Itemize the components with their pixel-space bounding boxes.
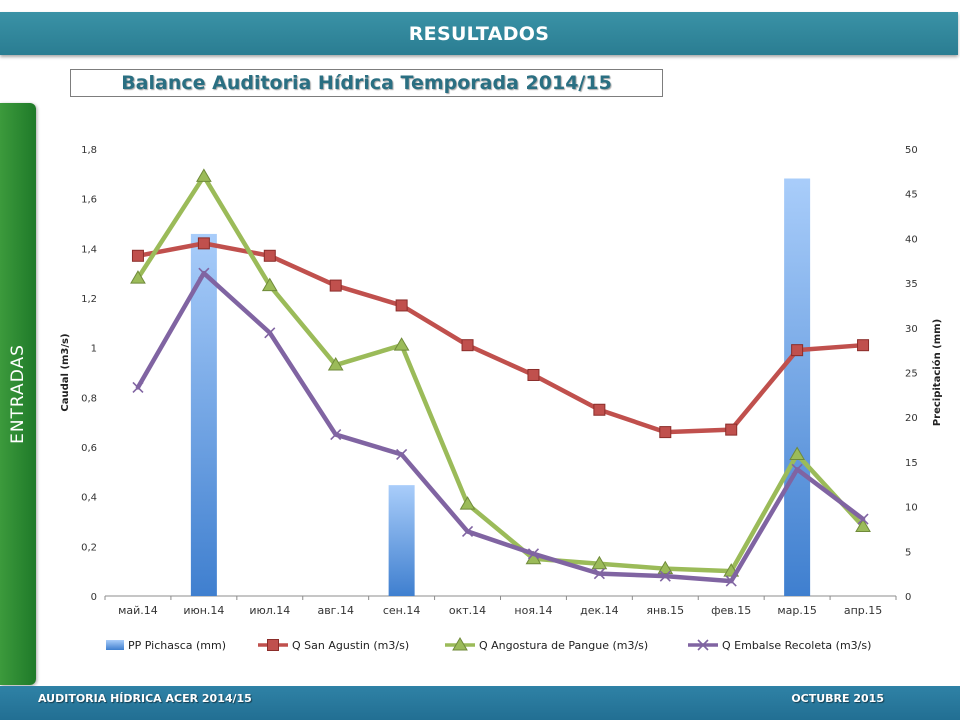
legend-label: Q Embalse Recoleta (m3/s) xyxy=(722,639,871,652)
y-tick-label-right: 5 xyxy=(905,547,911,558)
series-point-2 xyxy=(461,525,474,537)
legend-swatch-marker xyxy=(697,639,709,651)
legend-swatch-bar xyxy=(106,640,124,650)
series-point-0 xyxy=(329,279,342,292)
y-tick-label-right: 15 xyxy=(905,458,918,469)
series-point-1 xyxy=(130,270,146,284)
x-tick-label: ноя.14 xyxy=(514,604,552,617)
series-point-0 xyxy=(197,237,210,250)
series-point-2 xyxy=(791,463,803,475)
y-tick-label-right: 10 xyxy=(905,503,918,514)
x-tick-label: янв.15 xyxy=(646,604,684,617)
x-tick-label: сен.14 xyxy=(383,604,421,617)
y-tick-label-right: 45 xyxy=(905,190,918,201)
series-point-0 xyxy=(725,423,738,436)
series-point-0 xyxy=(395,299,408,312)
y-tick-label-left: 0,8 xyxy=(81,393,97,404)
y-tick-label-left: 1,6 xyxy=(81,195,97,206)
header-banner: RESULTADOS xyxy=(0,12,958,55)
series-point-2 xyxy=(330,429,342,441)
bar-pp-pichasca xyxy=(784,178,811,596)
series-point-1 xyxy=(196,168,212,182)
x-tick-label: июн.14 xyxy=(183,604,224,617)
x-tick-label: июл.14 xyxy=(249,604,290,617)
series-point-1 xyxy=(261,277,278,292)
y-tick-label-left: 0,6 xyxy=(81,443,97,454)
y-tick-label-left: 1,2 xyxy=(81,294,97,305)
series-point-0 xyxy=(131,249,144,262)
series-point-1 xyxy=(459,496,476,510)
x-tick-label: мар.15 xyxy=(777,604,817,617)
series-point-2 xyxy=(857,513,869,525)
series-point-2 xyxy=(725,575,737,587)
y-axis-title-left: Caudal (m3/s) xyxy=(60,333,71,411)
series-point-0 xyxy=(263,249,276,262)
series-point-0 xyxy=(461,339,474,352)
x-tick-label: авг.14 xyxy=(317,604,354,617)
x-tick-label: дек.14 xyxy=(580,604,619,617)
y-tick-label-right: 25 xyxy=(905,369,918,380)
legend-label: Q Angostura de Pangue (m3/s) xyxy=(479,639,648,652)
y-tick-label-right: 30 xyxy=(905,324,918,335)
series-point-0 xyxy=(659,426,672,439)
series-point-2 xyxy=(659,570,671,582)
y-tick-label-right: 0 xyxy=(905,592,911,603)
series-point-2 xyxy=(132,381,144,393)
series-point-2 xyxy=(264,327,276,339)
legend-label: Q San Agustin (m3/s) xyxy=(292,639,409,652)
x-tick-label: май.14 xyxy=(118,604,158,617)
chart-subtitle-box: Balance Auditoria Hídrica Temporada 2014… xyxy=(70,69,663,97)
series-point-1 xyxy=(591,555,608,570)
series-point-0 xyxy=(527,368,540,381)
y-tick-label-left: 1,8 xyxy=(81,145,97,156)
chart-subtitle: Balance Auditoria Hídrica Temporada 2014… xyxy=(121,72,612,94)
series-point-1 xyxy=(393,337,410,351)
page-title: RESULTADOS xyxy=(408,22,550,45)
y-tick-label-left: 0 xyxy=(91,592,97,603)
series-point-0 xyxy=(791,344,804,357)
footer-left-text: AUDITORIA HÍDRICA ACER 2014/15 xyxy=(38,692,252,705)
x-tick-label: окт.14 xyxy=(449,604,486,617)
series-line-2 xyxy=(135,270,866,584)
series-point-1 xyxy=(789,446,805,460)
y-tick-label-left: 0,2 xyxy=(81,542,97,553)
y-tick-label-left: 1 xyxy=(91,344,97,355)
y-tick-label-left: 0,4 xyxy=(81,493,97,504)
footer-bar: AUDITORIA HÍDRICA ACER 2014/15 OCTUBRE 2… xyxy=(0,686,960,720)
x-tick-label: апр.15 xyxy=(844,604,882,617)
legend-swatch-marker xyxy=(267,639,279,651)
y-axis-title-right: Precipitación (mm) xyxy=(931,319,943,426)
series-point-0 xyxy=(857,339,870,352)
legend-label: PP Pichasca (mm) xyxy=(128,639,226,652)
series-line-1 xyxy=(135,174,866,574)
y-tick-label-right: 35 xyxy=(905,279,918,290)
series-point-2 xyxy=(593,568,605,580)
bar-pp-pichasca xyxy=(190,233,217,596)
series-point-1 xyxy=(855,518,871,532)
series-point-0 xyxy=(593,403,606,416)
y-tick-label-right: 20 xyxy=(905,413,918,424)
y-tick-label-right: 50 xyxy=(905,145,918,156)
y-tick-label-left: 1,4 xyxy=(81,244,97,255)
y-tick-label-right: 40 xyxy=(905,234,918,245)
series-line-0 xyxy=(135,241,866,435)
series-point-2 xyxy=(198,267,210,279)
side-tab-entradas: ENTRADAS xyxy=(0,103,36,685)
footer-right-text: OCTUBRE 2015 xyxy=(791,692,884,705)
legend-swatch-marker xyxy=(452,637,468,651)
bar-pp-pichasca xyxy=(388,485,415,596)
series-point-1 xyxy=(327,357,344,371)
series-point-1 xyxy=(657,560,674,575)
series-point-2 xyxy=(527,548,540,560)
series-point-2 xyxy=(396,448,408,461)
x-tick-label: фев.15 xyxy=(711,604,751,617)
